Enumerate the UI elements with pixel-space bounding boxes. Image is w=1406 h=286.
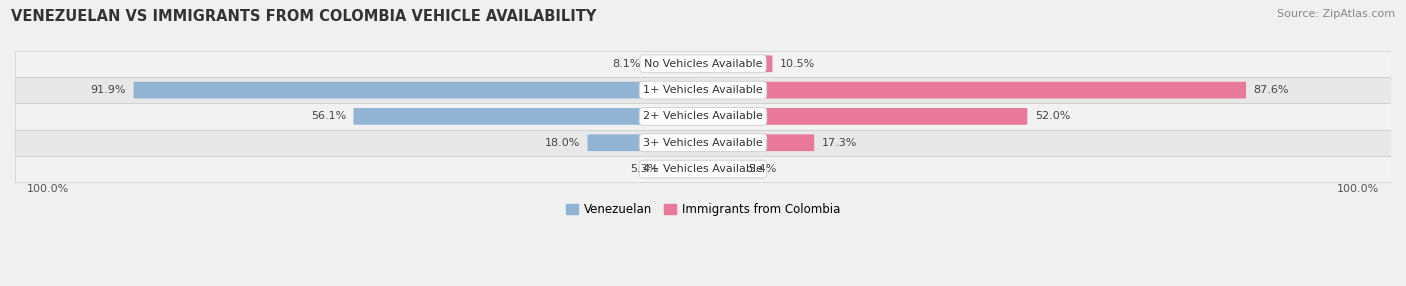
Text: 8.1%: 8.1% (613, 59, 641, 69)
Text: Source: ZipAtlas.com: Source: ZipAtlas.com (1277, 9, 1395, 19)
FancyBboxPatch shape (699, 108, 1028, 125)
FancyBboxPatch shape (134, 82, 707, 98)
Text: 5.3%: 5.3% (630, 164, 658, 174)
FancyBboxPatch shape (588, 134, 707, 151)
FancyBboxPatch shape (665, 161, 707, 177)
Text: 3+ Vehicles Available: 3+ Vehicles Available (643, 138, 763, 148)
Bar (15, 156, 1391, 182)
Text: 4+ Vehicles Available: 4+ Vehicles Available (643, 164, 763, 174)
Text: 5.4%: 5.4% (748, 164, 778, 174)
Legend: Venezuelan, Immigrants from Colombia: Venezuelan, Immigrants from Colombia (561, 198, 845, 221)
FancyBboxPatch shape (699, 82, 1246, 98)
FancyBboxPatch shape (699, 161, 741, 177)
Text: 56.1%: 56.1% (311, 112, 346, 122)
Text: 100.0%: 100.0% (1337, 184, 1379, 194)
FancyBboxPatch shape (699, 55, 772, 72)
Text: 52.0%: 52.0% (1035, 112, 1070, 122)
Text: No Vehicles Available: No Vehicles Available (644, 59, 762, 69)
Text: 2+ Vehicles Available: 2+ Vehicles Available (643, 112, 763, 122)
FancyBboxPatch shape (699, 134, 814, 151)
Text: VENEZUELAN VS IMMIGRANTS FROM COLOMBIA VEHICLE AVAILABILITY: VENEZUELAN VS IMMIGRANTS FROM COLOMBIA V… (11, 9, 596, 23)
Bar (15, 77, 1391, 103)
Text: 10.5%: 10.5% (780, 59, 815, 69)
Bar (15, 51, 1391, 77)
Text: 1+ Vehicles Available: 1+ Vehicles Available (643, 85, 763, 95)
Text: 87.6%: 87.6% (1253, 85, 1289, 95)
FancyBboxPatch shape (353, 108, 707, 125)
Text: 17.3%: 17.3% (821, 138, 856, 148)
Bar (15, 103, 1391, 130)
Text: 18.0%: 18.0% (544, 138, 581, 148)
Text: 91.9%: 91.9% (90, 85, 127, 95)
Bar (15, 130, 1391, 156)
Text: 100.0%: 100.0% (27, 184, 69, 194)
FancyBboxPatch shape (648, 55, 707, 72)
